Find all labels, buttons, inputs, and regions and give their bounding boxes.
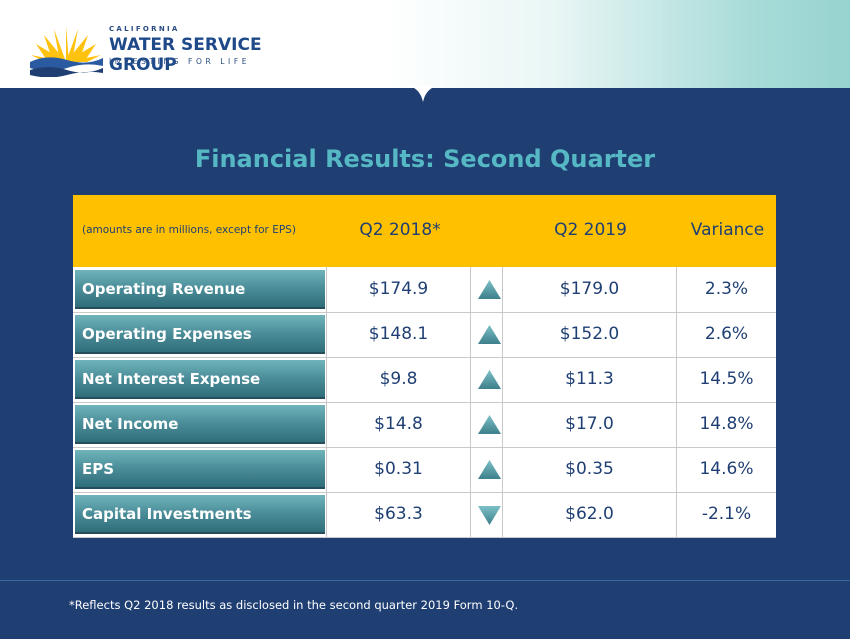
table-row: Operating Revenue $174.9 $179.0 2.3% [73,267,776,313]
row-divider [73,402,776,403]
logo-line-tagline: INVESTING FOR LIFE [109,57,251,66]
q2-2018-value: $148.1 [368,324,429,344]
q2-2019-value: $62.0 [565,504,614,524]
amounts-note: (amounts are in millions, except for EPS… [82,224,296,236]
row-label: Operating Expenses [75,315,325,354]
sun-wave-logo-icon [30,26,103,77]
q2-2019-value: $17.0 [565,414,614,434]
row-label: Capital Investments [75,495,325,534]
table-row: Net Interest Expense $9.8 $11.3 14.5% [73,357,776,403]
q2-2019-value: $11.3 [565,369,614,389]
up-arrow-icon [478,460,501,479]
table-header: (amounts are in millions, except for EPS… [73,195,776,267]
row-label: Net Interest Expense [75,360,325,399]
variance-value: 2.3% [704,279,749,299]
col-header-variance: Variance [690,220,765,240]
variance-value: 14.6% [699,459,754,479]
q2-2018-value: $174.9 [368,279,429,299]
row-divider [73,357,776,358]
up-arrow-icon [478,415,501,434]
variance-value: -2.1% [701,504,752,524]
footer-divider [0,580,850,581]
row-divider [73,312,776,313]
col-header-q2-2019: Q2 2019 [554,220,627,240]
financial-results-table: (amounts are in millions, except for EPS… [73,195,776,538]
header-banner: CALIFORNIA WATER SERVICE GROUP INVESTING… [0,0,850,88]
logo-line-company: WATER SERVICE GROUP [109,35,262,75]
table-row: Capital Investments $63.3 $62.0 -2.1% [73,492,776,538]
q2-2018-value: $9.8 [379,369,418,389]
table-row: Net Income $14.8 $17.0 14.8% [73,402,776,448]
row-divider [73,537,776,538]
up-arrow-icon [478,370,501,389]
q2-2018-value: $14.8 [374,414,423,434]
row-divider [73,492,776,493]
banner-notch-icon [408,86,438,102]
q2-2019-value: $179.0 [559,279,620,299]
row-label: EPS [75,450,325,489]
variance-value: 14.8% [699,414,754,434]
q2-2018-value: $0.31 [374,459,423,479]
table-row: Operating Expenses $148.1 $152.0 2.6% [73,312,776,358]
q2-2019-value: $152.0 [559,324,620,344]
up-arrow-icon [478,280,501,299]
q2-2018-value: $63.3 [374,504,423,524]
row-label: Operating Revenue [75,270,325,309]
variance-value: 2.6% [704,324,749,344]
up-arrow-icon [478,325,501,344]
logo-line-california: CALIFORNIA [109,25,180,33]
variance-value: 14.5% [699,369,754,389]
q2-2019-value: $0.35 [565,459,614,479]
down-arrow-icon [478,506,501,525]
company-logo: CALIFORNIA WATER SERVICE GROUP INVESTING… [27,22,327,77]
footnote: *Reflects Q2 2018 results as disclosed i… [69,598,519,612]
row-divider [73,447,776,448]
table-row: EPS $0.31 $0.35 14.6% [73,447,776,493]
slide-title: Financial Results: Second Quarter [194,145,656,173]
col-header-q2-2018: Q2 2018* [359,220,441,240]
row-label: Net Income [75,405,325,444]
